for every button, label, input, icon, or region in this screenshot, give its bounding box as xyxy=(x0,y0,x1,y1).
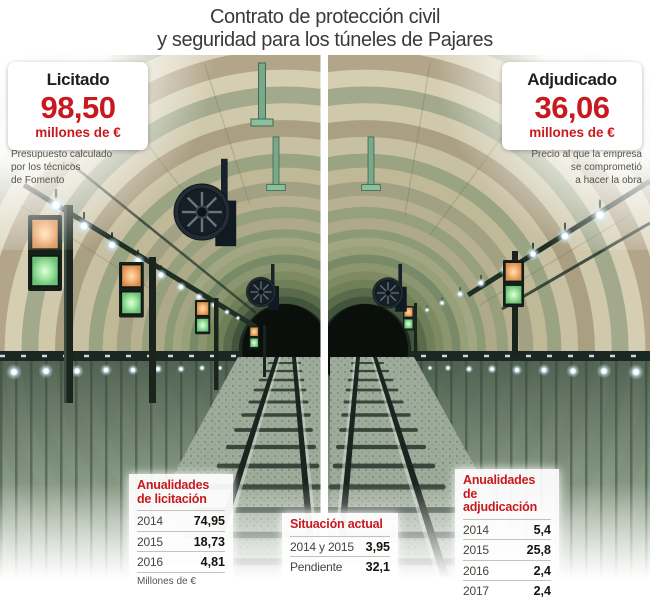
table-row: 2014 y 2015 3,95 xyxy=(290,535,390,557)
table-row: 2016 4,81 xyxy=(137,551,225,572)
table-row: Pendiente 32,1 xyxy=(290,556,390,577)
table-row: 2014 5,4 xyxy=(463,518,551,540)
adjudicado-value: 36,06 xyxy=(534,90,610,125)
adjudicacion-table: Anualidades de adjudicación 2014 5,4 201… xyxy=(455,469,559,600)
situacion-table: Situación actual 2014 y 2015 3,95 Pendie… xyxy=(282,513,398,582)
licitado-note-line: de Fomento xyxy=(11,175,65,187)
center-divider xyxy=(320,55,328,600)
licitado-note-line: por los técnicos xyxy=(11,162,81,174)
table-row: 2017 2,4 xyxy=(463,580,551,600)
licitado-value: 98,50 xyxy=(40,90,116,125)
adjudicado-note-line: se comprometió xyxy=(570,162,642,174)
situacion-table-title: Situación actual xyxy=(290,517,383,531)
adjudicado-card: Adjudicado 36,06 millones de € xyxy=(502,62,642,150)
page-title-line1: Contrato de protección civil xyxy=(209,6,441,28)
page-title-line2: y seguridad para los túneles de Pajares xyxy=(157,28,493,51)
adjudicado-note-line: a hacer la obra xyxy=(575,175,642,187)
licitacion-table-footer: Millones de € xyxy=(137,571,225,587)
adjudicado-note: Precio al que la empresa se comprometió … xyxy=(505,148,642,188)
licitado-note: Presupuesto calculado por los técnicos d… xyxy=(11,148,151,188)
licitado-unit: millones de € xyxy=(35,124,121,140)
licitado-note-line: Presupuesto calculado xyxy=(11,149,113,160)
table-row: 2016 2,4 xyxy=(463,559,551,581)
licitacion-table-title: Anualidades de licitación xyxy=(137,478,210,506)
table-row: 2014 74,95 xyxy=(137,510,225,531)
adjudicado-label: Adjudicado xyxy=(527,70,617,89)
adjudicado-unit: millones de € xyxy=(529,124,615,140)
table-row: 2015 18,73 xyxy=(137,530,225,552)
table-row: 2015 25,8 xyxy=(463,539,551,560)
licitado-card: Licitado 98,50 millones de € xyxy=(8,62,148,150)
page-title: Contrato de protección civil y seguridad… xyxy=(0,6,650,51)
licitado-label: Licitado xyxy=(46,70,110,89)
licitacion-table: Anualidades de licitación 2014 74,95 201… xyxy=(129,474,233,592)
adjudicado-note-line: Precio al que la empresa xyxy=(531,149,642,160)
adjudicacion-table-title: Anualidades de adjudicación xyxy=(463,473,538,514)
